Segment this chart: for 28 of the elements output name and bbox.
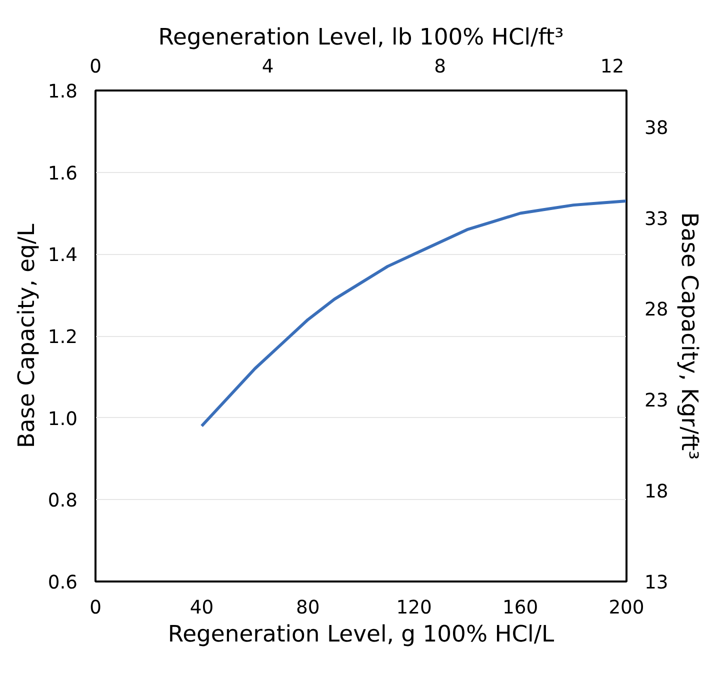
x-axis-title: Regeneration Level, g 100% HCl/L (168, 622, 555, 648)
x-tick-label: 120 (396, 598, 432, 618)
y2-axis-title: Base Capacity, Kgr/ft³ (676, 212, 702, 460)
x2-tick-label: 4 (262, 56, 274, 78)
y-axis-title: Base Capacity, eq/L (14, 223, 40, 448)
y2-tick-label: 18 (644, 482, 668, 503)
y-tick-label: 1.4 (48, 245, 78, 266)
x-tick-label: 200 (608, 598, 644, 618)
x-tick-label: 80 (296, 598, 320, 618)
x-tick-label: 160 (502, 598, 538, 618)
y2-tick-label: 23 (644, 390, 668, 412)
x2-axis-title: Regeneration Level, lb 100% HCl/ft³ (158, 24, 564, 50)
x-tick-label: 40 (190, 598, 214, 618)
y-tick-label: 1.0 (48, 408, 78, 430)
x2-tick-label: 0 (90, 56, 102, 78)
y2-tick-label: 13 (644, 572, 668, 594)
y-tick-label: 0.8 (48, 490, 78, 512)
y-tick-label: 0.6 (48, 572, 78, 594)
y2-tick-label: 28 (644, 300, 668, 321)
y-tick-label: 1.2 (48, 327, 78, 348)
x2-tick-label: 8 (434, 56, 446, 78)
y2-tick-label: 38 (644, 118, 668, 139)
y-tick-label: 1.8 (48, 82, 78, 102)
y-tick-label: 1.6 (48, 163, 78, 184)
line-series (200, 199, 626, 428)
x2-tick-label: 12 (600, 56, 624, 78)
y2-tick-label: 33 (644, 208, 668, 230)
x-tick-label: 0 (90, 598, 102, 618)
